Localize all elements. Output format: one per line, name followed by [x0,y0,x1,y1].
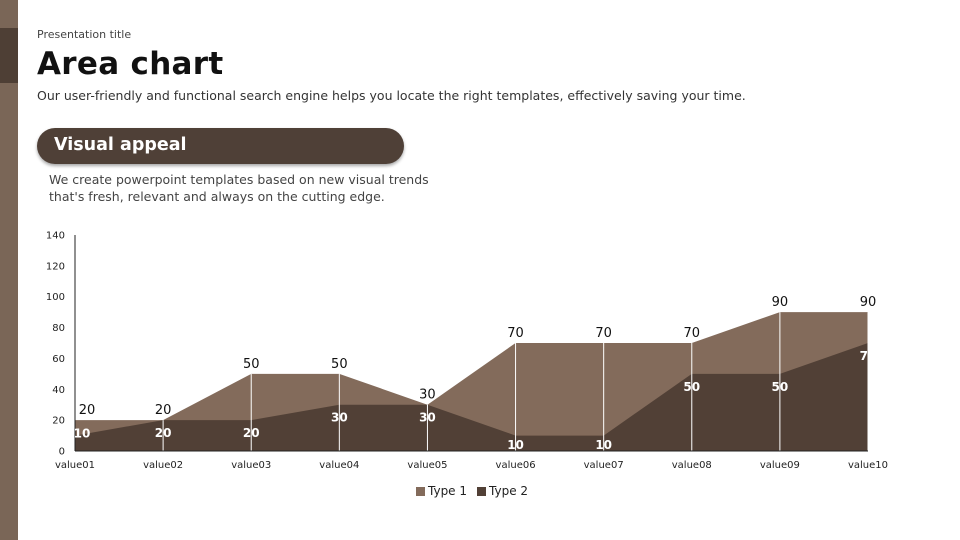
x-tick-label: value09 [760,460,800,471]
data-label-type2: 20 [155,426,172,440]
data-label-type1: 50 [331,357,348,372]
y-tick-label: 60 [52,354,65,365]
x-tick-label: value10 [848,460,888,471]
x-tick-label: value07 [584,460,624,471]
data-label-type1: 70 [595,326,612,341]
data-label-type2: 50 [683,380,700,394]
data-label-type1: 70 [507,326,524,341]
y-tick-label: 40 [52,385,65,396]
presentation-title: Presentation title [37,28,132,41]
x-tick-label: value03 [231,460,271,471]
legend-swatch-type2 [477,486,487,496]
y-tick-label: 140 [46,231,65,242]
data-label-type2: 50 [772,380,789,394]
legend-label-type1: Type 1 [428,484,468,498]
data-label-type2: 10 [74,427,91,441]
x-tick-label: value05 [407,460,447,471]
pill-label: Visual appeal [54,135,187,155]
data-label-type1: 20 [79,403,96,418]
y-tick-label: 100 [46,292,65,303]
y-tick-label: 120 [46,261,65,272]
area-series-type2 [75,343,868,451]
side-decor-bar [0,0,18,540]
data-label-type1: 20 [155,403,172,418]
data-label-type2: 20 [243,426,260,440]
data-label-type2: 10 [595,438,612,452]
data-label-type1: 90 [860,295,877,310]
data-label-type1: 70 [684,326,701,341]
x-tick-label: value02 [143,460,183,471]
x-tick-label: value06 [496,460,536,471]
legend-item-type2: Type 2 [477,484,528,498]
data-label-type1: 50 [243,357,260,372]
chart-legend: Type 1 Type 2 [416,484,538,498]
legend-item-type1: Type 1 [416,484,467,498]
description-text: We create powerpoint templates based on … [49,172,429,204]
legend-swatch-type1 [416,486,425,496]
slide-title: Area chart [37,46,224,82]
data-label-type2: 30 [419,411,436,425]
slide-subtitle: Our user-friendly and functional search … [37,88,746,103]
data-label-type1: 90 [772,295,789,310]
visual-appeal-pill: Visual appeal [37,128,404,164]
data-label-type2: 30 [331,411,348,425]
y-tick-label: 80 [52,323,65,334]
x-tick-label: value04 [319,460,359,471]
legend-label-type2: Type 2 [489,484,529,498]
x-tick-label: value01 [55,460,95,471]
y-tick-label: 20 [52,416,65,427]
side-accent-block [0,28,18,83]
data-label-type2: 70 [860,349,877,363]
y-tick-label: 0 [59,447,65,458]
data-label-type1: 30 [419,388,436,403]
x-tick-label: value08 [672,460,712,471]
data-label-type2: 10 [507,438,524,452]
